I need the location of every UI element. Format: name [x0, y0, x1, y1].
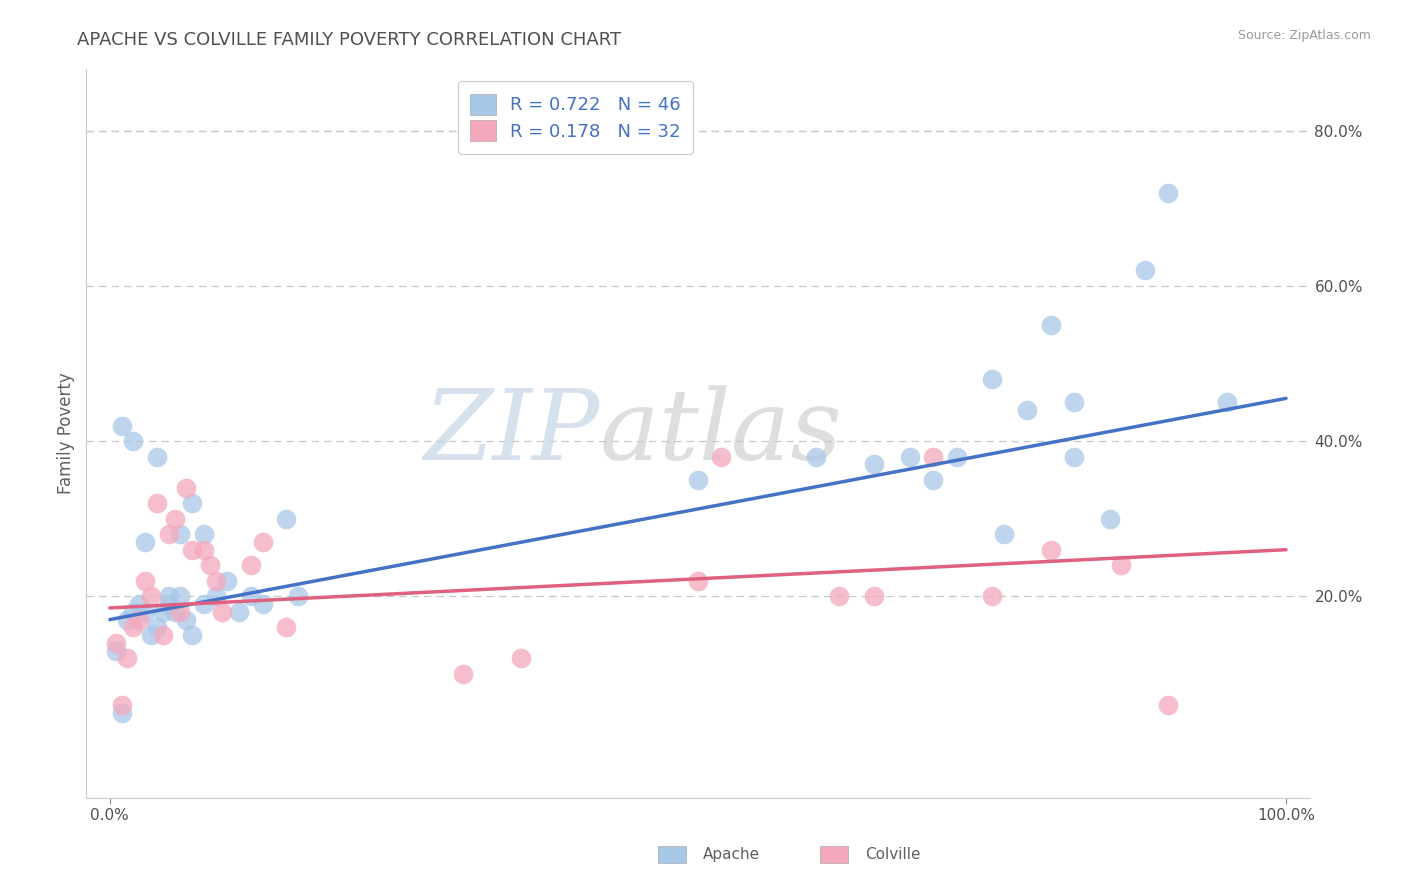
Point	[174, 481, 197, 495]
Point	[134, 574, 156, 588]
Point	[981, 372, 1004, 386]
Point	[122, 605, 145, 619]
Point	[134, 605, 156, 619]
Point	[169, 605, 191, 619]
Point	[993, 527, 1015, 541]
Point	[863, 589, 886, 603]
Point	[1111, 558, 1133, 573]
Point	[863, 458, 886, 472]
Point	[193, 597, 215, 611]
Point	[686, 473, 709, 487]
Point	[198, 558, 221, 573]
Text: Apache: Apache	[703, 847, 761, 862]
Point	[146, 620, 169, 634]
Point	[204, 589, 226, 603]
Point	[204, 574, 226, 588]
Point	[169, 589, 191, 603]
Point	[110, 418, 132, 433]
Point	[239, 589, 262, 603]
Point	[898, 450, 921, 464]
Point	[211, 605, 233, 619]
Point	[193, 527, 215, 541]
Point	[710, 450, 733, 464]
Legend: R = 0.722   N = 46, R = 0.178   N = 32: R = 0.722 N = 46, R = 0.178 N = 32	[458, 81, 693, 153]
Point	[157, 527, 180, 541]
Point	[922, 473, 945, 487]
Text: atlas: atlas	[600, 385, 842, 481]
Point	[146, 450, 169, 464]
Point	[110, 698, 132, 712]
Text: ZIP: ZIP	[423, 385, 600, 481]
Point	[134, 535, 156, 549]
Point	[139, 628, 162, 642]
Point	[1017, 403, 1039, 417]
Point	[217, 574, 239, 588]
Point	[181, 542, 204, 557]
Point	[945, 450, 967, 464]
Point	[122, 434, 145, 448]
Point	[1216, 395, 1239, 409]
Point	[981, 589, 1004, 603]
Point	[686, 574, 709, 588]
Point	[922, 450, 945, 464]
Point	[163, 605, 186, 619]
Point	[252, 535, 274, 549]
Text: Source: ZipAtlas.com: Source: ZipAtlas.com	[1237, 29, 1371, 42]
Point	[828, 589, 851, 603]
Point	[451, 666, 474, 681]
Point	[122, 620, 145, 634]
Point	[276, 620, 298, 634]
Point	[117, 651, 139, 665]
Point	[276, 511, 298, 525]
Point	[104, 636, 127, 650]
Text: Colville: Colville	[865, 847, 920, 862]
Y-axis label: Family Poverty: Family Poverty	[58, 373, 75, 494]
Point	[1157, 698, 1180, 712]
Point	[128, 613, 150, 627]
Point	[239, 558, 262, 573]
Point	[181, 496, 204, 510]
Point	[152, 628, 174, 642]
Point	[1133, 263, 1156, 277]
Point	[193, 542, 215, 557]
Point	[287, 589, 309, 603]
Point	[252, 597, 274, 611]
Point	[1039, 542, 1062, 557]
Point	[110, 706, 132, 720]
Point	[128, 597, 150, 611]
Point	[181, 628, 204, 642]
Point	[163, 511, 186, 525]
Point	[1039, 318, 1062, 332]
Point	[117, 613, 139, 627]
Point	[228, 605, 250, 619]
Point	[146, 496, 169, 510]
Point	[139, 589, 162, 603]
Point	[152, 605, 174, 619]
Point	[157, 597, 180, 611]
Text: APACHE VS COLVILLE FAMILY POVERTY CORRELATION CHART: APACHE VS COLVILLE FAMILY POVERTY CORREL…	[77, 31, 621, 49]
Point	[174, 613, 197, 627]
Point	[169, 527, 191, 541]
Point	[157, 589, 180, 603]
Point	[510, 651, 533, 665]
Point	[1157, 186, 1180, 200]
Point	[104, 643, 127, 657]
Point	[1063, 450, 1085, 464]
Point	[1063, 395, 1085, 409]
Point	[1098, 511, 1121, 525]
Point	[804, 450, 827, 464]
